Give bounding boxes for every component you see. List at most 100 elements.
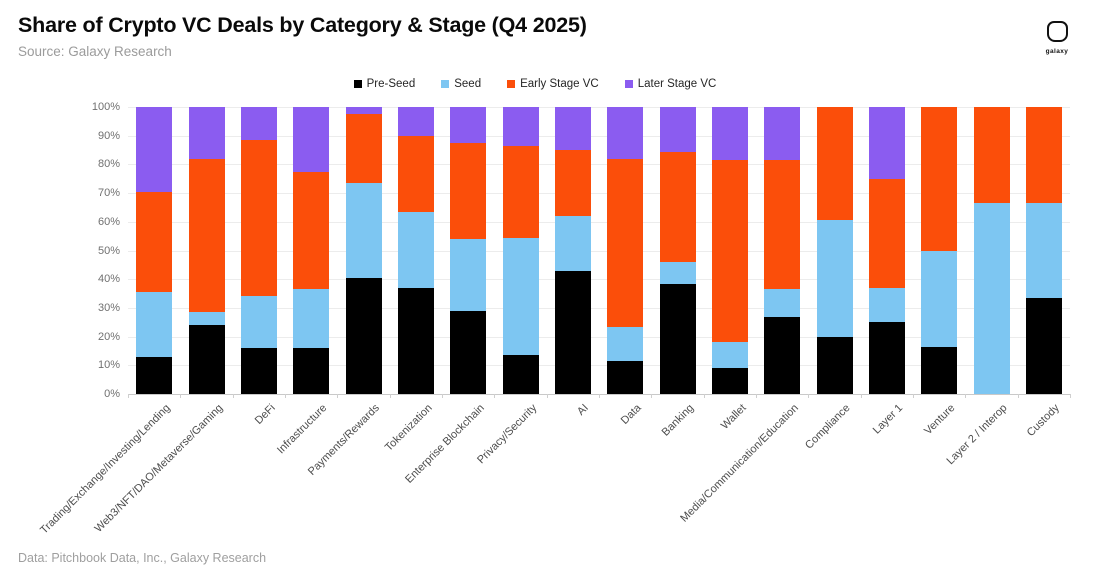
segment-early-stage-vc-ai[interactable] [554,150,591,217]
segment-seed-data[interactable] [607,326,644,361]
x-axis-tick [389,394,391,398]
legend-item-pre-seed[interactable]: Pre-Seed [353,78,416,90]
segment-pre-seed-web3-nft-dao-metaverse-gaming[interactable] [188,325,225,394]
bar-banking[interactable] [659,107,696,394]
bar-tokenization[interactable] [397,107,434,394]
segment-later-stage-vc-ai[interactable] [554,107,591,151]
legend-item-seed[interactable]: Seed [441,78,481,90]
segment-pre-seed-venture[interactable] [921,346,958,394]
segment-early-stage-vc-enterprise-blockchain[interactable] [450,142,487,240]
bar-media-communication-education[interactable] [764,107,801,394]
segment-pre-seed-data[interactable] [607,361,644,394]
segment-pre-seed-media-communication-education[interactable] [764,316,801,394]
bar-infrastructure[interactable] [293,107,330,394]
segment-early-stage-vc-infrastructure[interactable] [293,171,330,290]
segment-seed-custody[interactable] [1025,203,1062,298]
segment-pre-seed-layer-1[interactable] [868,322,905,394]
bar-compliance[interactable] [816,107,853,394]
segment-later-stage-vc-layer-1[interactable] [868,107,905,179]
segment-early-stage-vc-tokenization[interactable] [397,135,434,212]
segment-early-stage-vc-privacy-security[interactable] [502,145,539,238]
segment-pre-seed-banking[interactable] [659,283,696,394]
segment-seed-ai[interactable] [554,216,591,271]
segment-pre-seed-wallet[interactable] [711,368,748,394]
segment-later-stage-vc-infrastructure[interactable] [293,107,330,172]
segment-seed-defi[interactable] [240,296,277,349]
bar-custody[interactable] [1025,107,1062,394]
segment-pre-seed-infrastructure[interactable] [293,348,330,394]
bar-data[interactable] [607,107,644,394]
gridline-20 [128,336,1070,338]
bar-layer-2-interop[interactable] [973,107,1010,394]
segment-pre-seed-tokenization[interactable] [397,287,434,394]
segment-early-stage-vc-custody[interactable] [1025,107,1062,204]
x-axis-label-defi: DeFi [252,402,278,427]
segment-later-stage-vc-enterprise-blockchain[interactable] [450,107,487,143]
segment-later-stage-vc-trading-exchange-investing-lending[interactable] [136,107,173,192]
bar-layer-1[interactable] [868,107,905,394]
x-axis-tick [599,394,600,398]
segment-pre-seed-defi[interactable] [240,348,277,394]
segment-early-stage-vc-payments-rewards[interactable] [345,114,382,184]
segment-seed-banking[interactable] [659,262,696,284]
segment-later-stage-vc-tokenization[interactable] [397,107,434,136]
segment-later-stage-vc-privacy-security[interactable] [502,107,539,146]
gridline-50 [128,250,1070,252]
x-axis-tick [756,394,757,398]
bar-privacy-security[interactable] [502,107,539,394]
segment-seed-layer-2-interop[interactable] [973,203,1010,394]
segment-pre-seed-compliance[interactable] [816,336,853,394]
segment-seed-trading-exchange-investing-lending[interactable] [136,292,173,357]
segment-early-stage-vc-layer-2-interop[interactable] [973,107,1010,204]
segment-seed-privacy-security[interactable] [502,237,539,356]
bar-enterprise-blockchain[interactable] [450,107,487,394]
x-axis-tick [913,394,914,398]
segment-later-stage-vc-payments-rewards[interactable] [345,107,382,115]
bar-trading-exchange-investing-lending[interactable] [136,107,173,394]
segment-early-stage-vc-web3-nft-dao-metaverse-gaming[interactable] [188,158,225,313]
segment-early-stage-vc-banking[interactable] [659,151,696,262]
segment-early-stage-vc-media-communication-education[interactable] [764,160,801,290]
y-axis-tick-label: 30% [97,301,120,314]
segment-seed-enterprise-blockchain[interactable] [450,239,487,311]
segment-early-stage-vc-trading-exchange-investing-lending[interactable] [136,191,173,293]
segment-pre-seed-privacy-security[interactable] [502,355,539,394]
segment-pre-seed-trading-exchange-investing-lending[interactable] [136,356,173,394]
segment-pre-seed-ai[interactable] [554,270,591,394]
segment-early-stage-vc-compliance[interactable] [816,107,853,221]
segment-later-stage-vc-defi[interactable] [240,107,277,141]
segment-later-stage-vc-banking[interactable] [659,107,696,152]
segment-early-stage-vc-wallet[interactable] [711,160,748,343]
bar-payments-rewards[interactable] [345,107,382,394]
segment-seed-layer-1[interactable] [868,287,905,323]
segment-later-stage-vc-data[interactable] [607,107,644,159]
segment-early-stage-vc-layer-1[interactable] [868,178,905,288]
segment-pre-seed-enterprise-blockchain[interactable] [450,310,487,394]
bar-wallet[interactable] [711,107,748,394]
segment-pre-seed-payments-rewards[interactable] [345,277,382,394]
segment-later-stage-vc-wallet[interactable] [711,107,748,161]
segment-later-stage-vc-web3-nft-dao-metaverse-gaming[interactable] [188,107,225,159]
bar-defi[interactable] [240,107,277,394]
bar-web3-nft-dao-metaverse-gaming[interactable] [188,107,225,394]
y-axis-tick-label: 70% [97,187,120,200]
segment-seed-tokenization[interactable] [397,211,434,288]
segment-early-stage-vc-venture[interactable] [921,107,958,251]
bar-ai[interactable] [554,107,591,394]
segment-later-stage-vc-media-communication-education[interactable] [764,107,801,161]
segment-seed-web3-nft-dao-metaverse-gaming[interactable] [188,312,225,326]
segment-seed-venture[interactable] [921,250,958,347]
legend-item-later-stage-vc[interactable]: Later Stage VC [624,78,716,90]
legend-label: Seed [454,78,482,90]
segment-seed-infrastructure[interactable] [293,289,330,349]
segment-seed-compliance[interactable] [816,220,853,337]
legend-item-early-stage-vc[interactable]: Early Stage VC [507,78,599,90]
segment-seed-payments-rewards[interactable] [345,183,382,278]
segment-seed-media-communication-education[interactable] [764,289,801,317]
segment-pre-seed-custody[interactable] [1025,297,1062,394]
segment-seed-wallet[interactable] [711,342,748,369]
segment-early-stage-vc-data[interactable] [607,158,644,327]
legend-label: Pre-Seed [366,78,416,90]
segment-early-stage-vc-defi[interactable] [240,140,277,297]
bar-venture[interactable] [921,107,958,394]
